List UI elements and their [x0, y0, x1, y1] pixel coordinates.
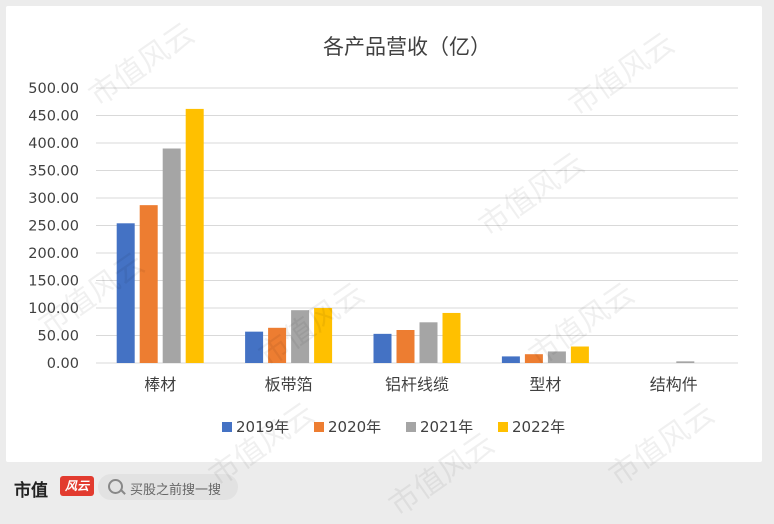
legend-swatch — [222, 422, 232, 432]
footer-bar: 市值 风云 买股之前搜一搜 — [0, 462, 774, 512]
bar-2-1 — [245, 331, 264, 363]
bar-chart: 各产品营收（亿） 0.00 50.00 100.00 150.00 200.00 250.0… — [28, 35, 738, 436]
brand-logo-text: 市值 — [14, 481, 48, 501]
x-tick-label: 结构件 — [650, 375, 698, 394]
y-tick-label: 450.00 — [28, 109, 79, 125]
bar-4-1 — [501, 356, 520, 363]
bar-3-3 — [419, 322, 438, 363]
bar-1-1 — [116, 223, 135, 363]
y-tick-label: 500.00 — [28, 81, 79, 97]
y-tick-label: 250.00 — [28, 219, 79, 235]
y-tick-label: 150.00 — [28, 274, 79, 290]
y-tick-label: 100.00 — [28, 301, 79, 317]
bar-5-3 — [676, 361, 695, 363]
bar-4-2 — [524, 354, 543, 363]
y-tick-label: 0.00 — [47, 356, 79, 372]
chart-card: 各产品营收（亿） 0.00 50.00 100.00 150.00 200.00 250.0… — [6, 6, 762, 462]
bar-1-3 — [162, 148, 181, 363]
brand-logo-badge: 风云 — [60, 476, 94, 496]
bar-1-2 — [139, 205, 158, 363]
bar-3-2 — [396, 330, 415, 363]
bar-3-4 — [442, 312, 461, 363]
legend-swatch — [314, 422, 324, 432]
bar-2-4 — [314, 308, 333, 363]
y-tick-label: 400.00 — [28, 136, 79, 152]
bar-4-3 — [547, 351, 566, 363]
legend-label: 2022年 — [512, 418, 565, 436]
y-tick-label: 200.00 — [28, 246, 79, 262]
legend-label: 2020年 — [328, 418, 381, 436]
legend-label: 2021年 — [420, 418, 473, 436]
y-tick-label: 300.00 — [28, 191, 79, 207]
bar-4-4 — [570, 346, 589, 363]
search-icon — [108, 479, 123, 494]
x-tick-label: 棒材 — [144, 375, 176, 394]
search-input[interactable]: 买股之前搜一搜 — [98, 474, 238, 500]
x-tick-label: 铝杆线缆 — [385, 375, 449, 394]
y-tick-label: 50.00 — [37, 329, 79, 345]
bar-1-4 — [185, 108, 204, 364]
legend-swatch — [498, 422, 508, 432]
x-tick-label: 板带箔 — [265, 375, 313, 394]
x-tick-label: 型材 — [529, 375, 561, 394]
bar-2-2 — [268, 327, 287, 363]
chart-title: 各产品营收（亿） — [323, 35, 491, 59]
legend-label: 2019年 — [236, 418, 289, 436]
search-placeholder: 买股之前搜一搜 — [130, 483, 222, 498]
bar-3-1 — [373, 333, 392, 363]
legend-swatch — [406, 422, 416, 432]
y-tick-label: 350.00 — [28, 164, 79, 180]
bar-2-3 — [291, 310, 310, 363]
